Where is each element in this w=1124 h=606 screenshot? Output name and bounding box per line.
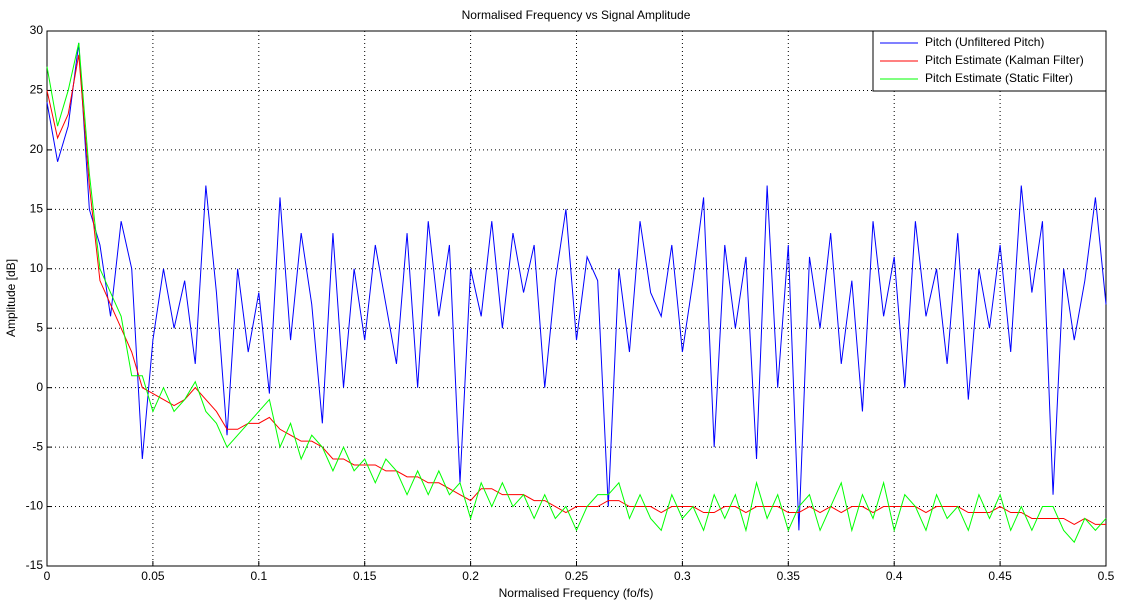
- y-tick-label: -10: [26, 499, 44, 513]
- x-tick-label: 0.1: [250, 569, 267, 583]
- x-tick-label: 0.05: [141, 569, 165, 583]
- legend-label: Pitch Estimate (Kalman Filter): [925, 53, 1084, 67]
- x-tick-label: 0: [44, 569, 51, 583]
- y-tick-label: 20: [30, 142, 44, 156]
- x-tick-label: 0.4: [886, 569, 903, 583]
- legend-box: [872, 30, 1107, 92]
- y-axis-label: Amplitude [dB]: [4, 259, 18, 337]
- data-line: [46, 54, 1106, 525]
- x-tick-label: 0.5: [1098, 569, 1115, 583]
- x-tick-label: 0.15: [353, 569, 377, 583]
- y-tick-label: 5: [36, 320, 43, 334]
- data-line: [46, 42, 1107, 544]
- y-tick-label: 0: [36, 380, 43, 394]
- x-tick-label: 0.3: [674, 569, 691, 583]
- x-axis-label: Normalised Frequency (fo/fs): [499, 586, 654, 600]
- data-line: [46, 42, 1107, 531]
- x-tick-label: 0.25: [565, 569, 589, 583]
- y-tick-label: 15: [30, 202, 44, 216]
- legend-label: Pitch Estimate (Static Filter): [925, 71, 1073, 85]
- x-tick-label: 0.2: [462, 569, 479, 583]
- legend-label: Pitch (Unfiltered Pitch): [925, 35, 1044, 49]
- x-tick-label: 0.35: [777, 569, 801, 583]
- y-tick-label: 10: [30, 261, 44, 275]
- y-tick-label: -15: [26, 558, 44, 572]
- chart-title: Normalised Frequency vs Signal Amplitude: [462, 8, 691, 22]
- y-tick-label: 30: [30, 23, 44, 37]
- x-tick-label: 0.45: [988, 569, 1012, 583]
- y-tick-label: 25: [30, 83, 44, 97]
- y-tick-label: -5: [32, 439, 43, 453]
